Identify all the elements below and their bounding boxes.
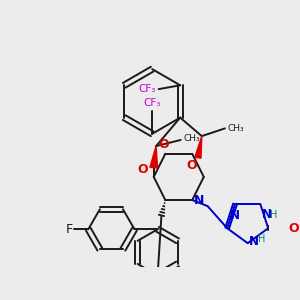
Text: CH₃: CH₃ [183,134,200,143]
Text: N: N [249,235,259,248]
Text: H: H [259,234,266,244]
Text: CH₃: CH₃ [227,124,244,133]
Text: CF₃: CF₃ [143,98,161,108]
Text: N: N [230,209,240,222]
Polygon shape [195,136,202,158]
Text: H: H [270,210,278,220]
Text: CF₃: CF₃ [138,84,156,94]
Polygon shape [150,146,158,168]
Text: O: O [158,138,169,151]
Text: N: N [194,194,204,206]
Text: O: O [187,159,197,172]
Text: N: N [262,208,272,221]
Text: O: O [288,222,299,235]
Text: O: O [138,163,148,176]
Text: F: F [66,223,73,236]
